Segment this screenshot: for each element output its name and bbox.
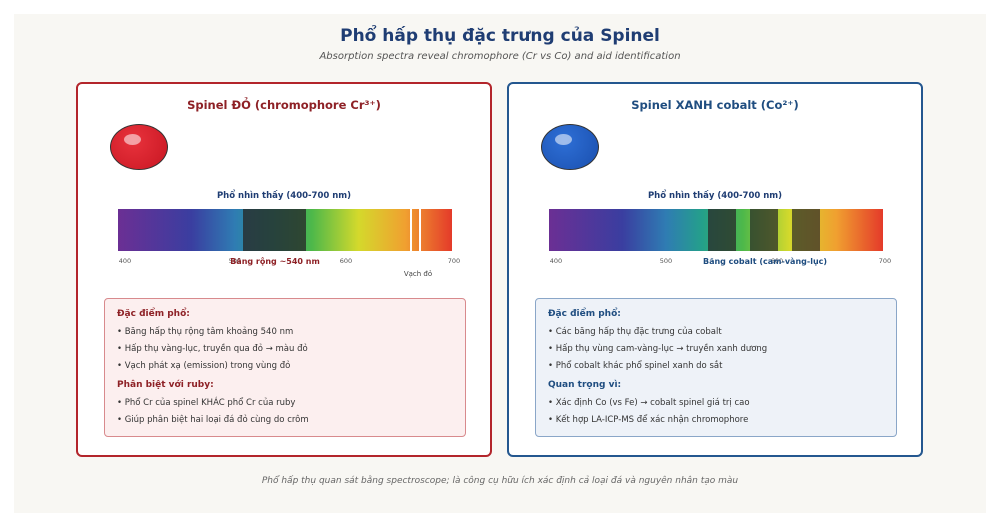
list-item: • Các băng hấp thụ đặc trưng của cobalt xyxy=(548,327,722,337)
cobalt-band-2 xyxy=(750,209,778,251)
red-panel-title: Spinel ĐỎ (chromophore Cr³⁺) xyxy=(187,98,381,112)
blue-second-heading: Quan trọng vì: xyxy=(548,380,622,390)
list-item: • Kết hợp LA-ICP-MS để xác nhận chromoph… xyxy=(548,415,749,425)
gem-shine xyxy=(555,134,572,145)
red-info-box: Đặc điểm phổ: • Băng hấp thụ rộng tâm kh… xyxy=(104,298,466,437)
tick-label: 600 xyxy=(339,257,353,265)
gem-shine xyxy=(124,134,141,145)
tick-label: 500 xyxy=(659,257,673,265)
list-item: • Băng hấp thụ rộng tâm khoảng 540 nm xyxy=(117,327,294,337)
footer-note: Phổ hấp thụ quan sát bằng spectroscope; … xyxy=(261,476,739,486)
list-item: • Xác định Co (vs Fe) → cobalt spinel gi… xyxy=(548,398,750,408)
blue-spinel-panel: Spinel XANH cobalt (Co²⁺) Phổ nhìn thấy … xyxy=(507,82,923,457)
red-line-label: Vạch đỏ xyxy=(403,270,433,278)
red-second-heading: Phân biệt với ruby: xyxy=(117,380,214,390)
page-subtitle: Absorption spectra reveal chromophore (C… xyxy=(319,51,681,62)
blue-spectrum-bar xyxy=(549,209,883,251)
red-features-heading: Đặc điểm phổ: xyxy=(117,309,190,319)
list-item: • Vạch phát xạ (emission) trong vùng đỏ xyxy=(117,361,291,371)
list-item: • Phổ cobalt khác phổ spinel xanh do sắt xyxy=(548,361,723,371)
red-spectrum-bar xyxy=(118,209,452,251)
red-band-label: Băng rộng ~540 nm xyxy=(230,257,320,266)
blue-info-box: Đặc điểm phổ: • Các băng hấp thụ đặc trư… xyxy=(535,298,897,437)
list-item: • Phổ Cr của spinel KHÁC phổ Cr của ruby xyxy=(117,398,296,408)
tick-label: 700 xyxy=(878,257,892,265)
red-gem-icon xyxy=(110,124,168,170)
red-emission-line-2 xyxy=(419,209,421,251)
red-emission-line-1 xyxy=(410,209,412,251)
cobalt-band-1 xyxy=(708,209,736,251)
red-spinel-panel: Spinel ĐỎ (chromophore Cr³⁺) Phổ nhìn th… xyxy=(76,82,492,457)
red-absorption-band xyxy=(243,209,306,251)
cobalt-band-3 xyxy=(792,209,820,251)
blue-band-label: Băng cobalt (cam-vàng-lục) xyxy=(702,257,828,266)
tick-label: 400 xyxy=(549,257,563,265)
blue-gem-icon xyxy=(541,124,599,170)
tick-label: 700 xyxy=(447,257,461,265)
tick-label: 500 xyxy=(228,257,242,265)
list-item: • Giúp phân biệt hai loại đá đỏ cùng do … xyxy=(117,415,309,425)
blue-features-heading: Đặc điểm phổ: xyxy=(548,309,621,319)
tick-label: 600 xyxy=(770,257,784,265)
blue-panel-title: Spinel XANH cobalt (Co²⁺) xyxy=(631,98,799,112)
list-item: • Hấp thụ vùng cam-vàng-lục → truyền xan… xyxy=(548,344,768,354)
page-title: Phổ hấp thụ đặc trưng của Spinel xyxy=(340,26,660,46)
list-item: • Hấp thụ vàng-lục, truyền qua đỏ → màu … xyxy=(117,344,308,354)
red-spectrum-label: Phổ nhìn thấy (400-700 nm) xyxy=(216,191,352,201)
tick-label: 400 xyxy=(118,257,132,265)
blue-spectrum-label: Phổ nhìn thấy (400-700 nm) xyxy=(647,191,783,201)
